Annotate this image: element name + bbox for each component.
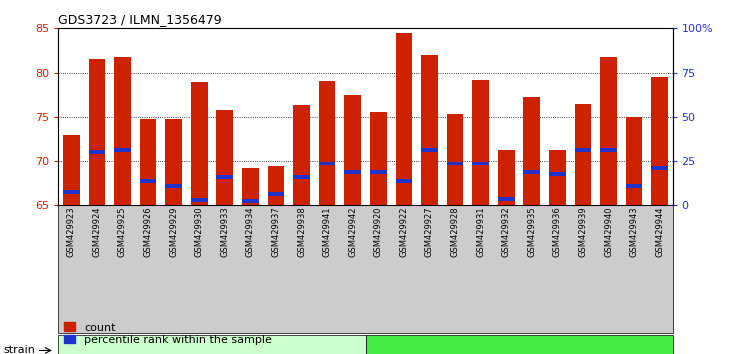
Bar	[344, 95, 361, 205]
FancyBboxPatch shape	[58, 205, 673, 333]
Bar	[114, 148, 131, 152]
Bar	[523, 170, 540, 174]
Bar	[651, 166, 668, 170]
Bar	[600, 148, 617, 152]
Bar	[370, 170, 387, 174]
Bar	[268, 193, 284, 196]
Bar	[242, 199, 259, 202]
Bar	[319, 161, 336, 165]
Bar	[549, 172, 566, 176]
Bar	[626, 184, 643, 188]
Bar	[114, 57, 131, 205]
Text: strain: strain	[4, 346, 36, 354]
Bar	[88, 150, 105, 154]
Bar	[268, 166, 284, 205]
Bar	[523, 97, 540, 205]
Bar	[242, 168, 259, 205]
Bar	[421, 55, 438, 205]
Bar	[575, 103, 591, 205]
Bar	[319, 81, 336, 205]
Legend: count, percentile rank within the sample: count, percentile rank within the sample	[64, 322, 272, 345]
Bar	[63, 135, 80, 205]
Bar	[395, 33, 412, 205]
Bar	[395, 179, 412, 183]
FancyBboxPatch shape	[58, 335, 366, 354]
Bar	[498, 197, 515, 201]
Bar	[600, 57, 617, 205]
Bar	[63, 190, 80, 194]
Bar	[370, 112, 387, 205]
Bar	[421, 148, 438, 152]
Bar	[191, 198, 208, 202]
Bar	[165, 119, 182, 205]
Bar	[472, 80, 489, 205]
Bar	[472, 161, 489, 165]
Bar	[651, 77, 668, 205]
Bar	[293, 175, 310, 179]
Bar	[447, 161, 463, 165]
Bar	[191, 82, 208, 205]
Bar	[575, 148, 591, 152]
Bar	[140, 179, 156, 183]
Text: HCR: HCR	[507, 349, 531, 354]
Bar	[88, 59, 105, 205]
Bar	[498, 150, 515, 205]
Text: LCR: LCR	[201, 349, 223, 354]
Text: GDS3723 / ILMN_1356479: GDS3723 / ILMN_1356479	[58, 13, 222, 26]
Bar	[165, 184, 182, 188]
Bar	[344, 170, 361, 174]
Bar	[447, 114, 463, 205]
FancyBboxPatch shape	[366, 335, 673, 354]
Bar	[293, 105, 310, 205]
Bar	[140, 119, 156, 205]
Bar	[216, 175, 233, 179]
Bar	[216, 110, 233, 205]
Bar	[626, 117, 643, 205]
Bar	[549, 149, 566, 205]
